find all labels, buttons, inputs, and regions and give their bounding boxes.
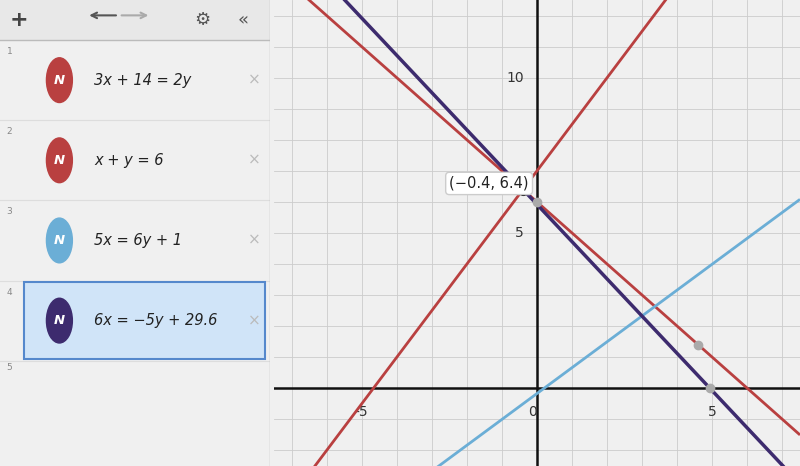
Text: 5x = 6y + 1: 5x = 6y + 1: [94, 233, 182, 248]
Text: 6x = −5y + 29.6: 6x = −5y + 29.6: [94, 313, 218, 328]
Text: -5: -5: [355, 404, 369, 418]
Circle shape: [46, 218, 72, 263]
Text: N: N: [54, 74, 65, 87]
Text: 3: 3: [6, 207, 13, 216]
Circle shape: [46, 58, 72, 103]
Text: 5: 5: [515, 226, 524, 240]
Text: 5: 5: [6, 363, 13, 372]
Text: ×: ×: [247, 233, 260, 248]
Text: 1: 1: [6, 47, 13, 56]
Text: ×: ×: [247, 153, 260, 168]
Text: N: N: [54, 314, 65, 327]
Bar: [0, 0, 270, 40]
Text: 2: 2: [6, 127, 12, 136]
Text: +: +: [10, 10, 28, 30]
Bar: [24, 282, 265, 359]
Text: ×: ×: [247, 313, 260, 328]
Text: N: N: [54, 154, 65, 167]
Text: ⚙: ⚙: [194, 11, 210, 29]
Text: 4: 4: [6, 288, 12, 296]
Text: 3x + 14 = 2y: 3x + 14 = 2y: [94, 73, 192, 88]
Text: ×: ×: [247, 73, 260, 88]
Text: (−0.4, 6.4): (−0.4, 6.4): [450, 176, 529, 191]
Text: 10: 10: [506, 71, 524, 85]
Circle shape: [46, 138, 72, 183]
Text: 5: 5: [708, 404, 717, 418]
Text: N: N: [54, 234, 65, 247]
Text: «: «: [238, 11, 249, 29]
Text: x + y = 6: x + y = 6: [94, 153, 164, 168]
Text: 0: 0: [528, 404, 537, 418]
Circle shape: [46, 298, 72, 343]
